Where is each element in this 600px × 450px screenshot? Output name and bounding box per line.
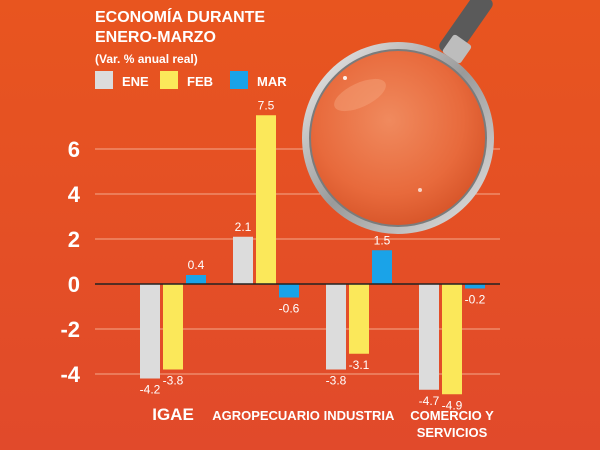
category-label: COMERCIO Y: [410, 408, 494, 423]
legend-label: ENE: [122, 74, 149, 89]
chart-subtitle: (Var. % anual real): [95, 52, 198, 66]
data-label: -4.9: [442, 398, 463, 412]
bar-mar: [186, 275, 206, 284]
category-label: INDUSTRIA: [324, 408, 395, 423]
y-tick-label: -2: [60, 317, 80, 342]
data-label: -0.2: [465, 293, 486, 307]
data-label: 0.4: [188, 258, 205, 272]
legend-swatch-mar: [230, 71, 248, 89]
bar-ene: [326, 284, 346, 370]
bar-feb: [442, 284, 462, 395]
y-tick-label: 6: [68, 137, 80, 162]
legend-label: MAR: [257, 74, 287, 89]
y-tick-label: 2: [68, 227, 80, 252]
data-label: -4.7: [419, 394, 440, 408]
category-label: SERVICIOS: [417, 425, 488, 440]
legend-swatch-feb: [160, 71, 178, 89]
data-label: -4.2: [140, 383, 161, 397]
bar-mar: [465, 284, 485, 289]
data-label: 2.1: [235, 220, 252, 234]
bar-feb: [163, 284, 183, 370]
data-label: -3.1: [349, 358, 370, 372]
bar-ene: [419, 284, 439, 390]
legend-label: FEB: [187, 74, 213, 89]
category-label: IGAE: [152, 405, 194, 424]
y-tick-label: 0: [68, 272, 80, 297]
bar-ene: [140, 284, 160, 379]
y-tick-label: -4: [60, 362, 80, 387]
bar-mar: [279, 284, 299, 298]
chart-title: ECONOMÍA DURANTE: [95, 7, 265, 26]
bar-feb: [256, 115, 276, 284]
data-label: 1.5: [374, 233, 391, 247]
magnifying-glass-icon: [302, 0, 494, 234]
legend-swatch-ene: [95, 71, 113, 89]
category-label: AGROPECUARIO: [212, 408, 320, 423]
data-label: -0.6: [279, 302, 300, 316]
data-label: -3.8: [326, 374, 347, 388]
bar-ene: [233, 236, 253, 284]
data-label: -3.8: [163, 374, 184, 388]
bar-feb: [349, 284, 369, 354]
chart-title: ENERO-MARZO: [95, 29, 216, 46]
y-tick-label: 4: [68, 182, 81, 207]
bar-mar: [372, 250, 392, 284]
data-label: 7.5: [258, 98, 275, 112]
